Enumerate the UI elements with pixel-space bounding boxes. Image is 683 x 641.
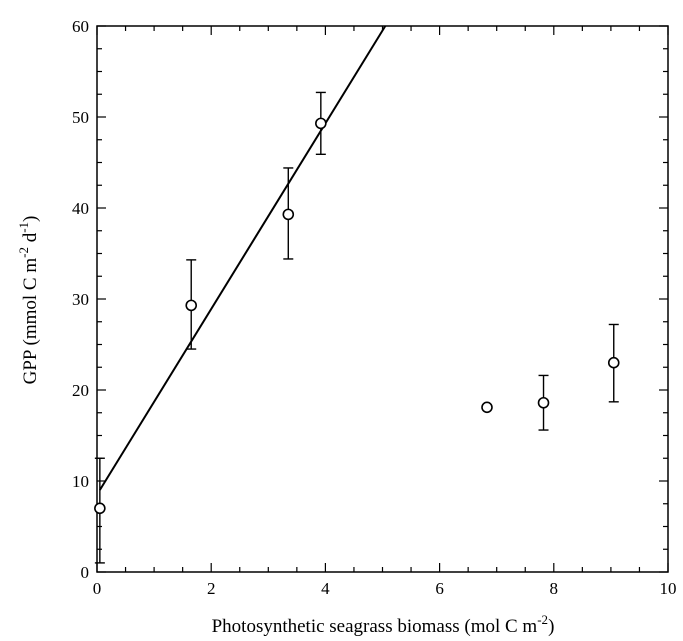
x-tick-label: 8	[550, 579, 559, 598]
data-point	[185, 299, 198, 312]
y-tick-label: 60	[72, 17, 89, 36]
x-tick-label: 10	[660, 579, 677, 598]
y-tick-label: 40	[72, 199, 89, 218]
x-tick-label: 2	[207, 579, 216, 598]
plot-frame	[96, 25, 669, 573]
y-tick-label: 20	[72, 381, 89, 400]
x-tick-label: 4	[321, 579, 330, 598]
y-tick-label: 50	[72, 108, 89, 127]
data-points-group	[94, 91, 620, 564]
y-tick-label: 30	[72, 290, 89, 309]
data-point	[607, 356, 620, 369]
data-point	[282, 208, 295, 221]
y-tick-label: 10	[72, 472, 89, 491]
x-axis-label: Photosynthetic seagrass biomass (mol C m…	[212, 612, 555, 637]
fit-line-group	[99, 25, 387, 491]
x-tick-label: 6	[435, 579, 444, 598]
regression-line	[99, 25, 387, 491]
y-axis-label: GPP (mmol C m-2 d-1)	[16, 216, 41, 385]
data-point	[537, 396, 550, 409]
data-point	[481, 401, 493, 414]
x-tick-label: 0	[93, 579, 102, 598]
data-point	[315, 117, 327, 130]
tick-group: 0 2 4 6 8 10 0 10 20 30 40 50 60	[72, 17, 677, 598]
data-point	[94, 502, 106, 515]
y-tick-label: 0	[81, 563, 90, 582]
